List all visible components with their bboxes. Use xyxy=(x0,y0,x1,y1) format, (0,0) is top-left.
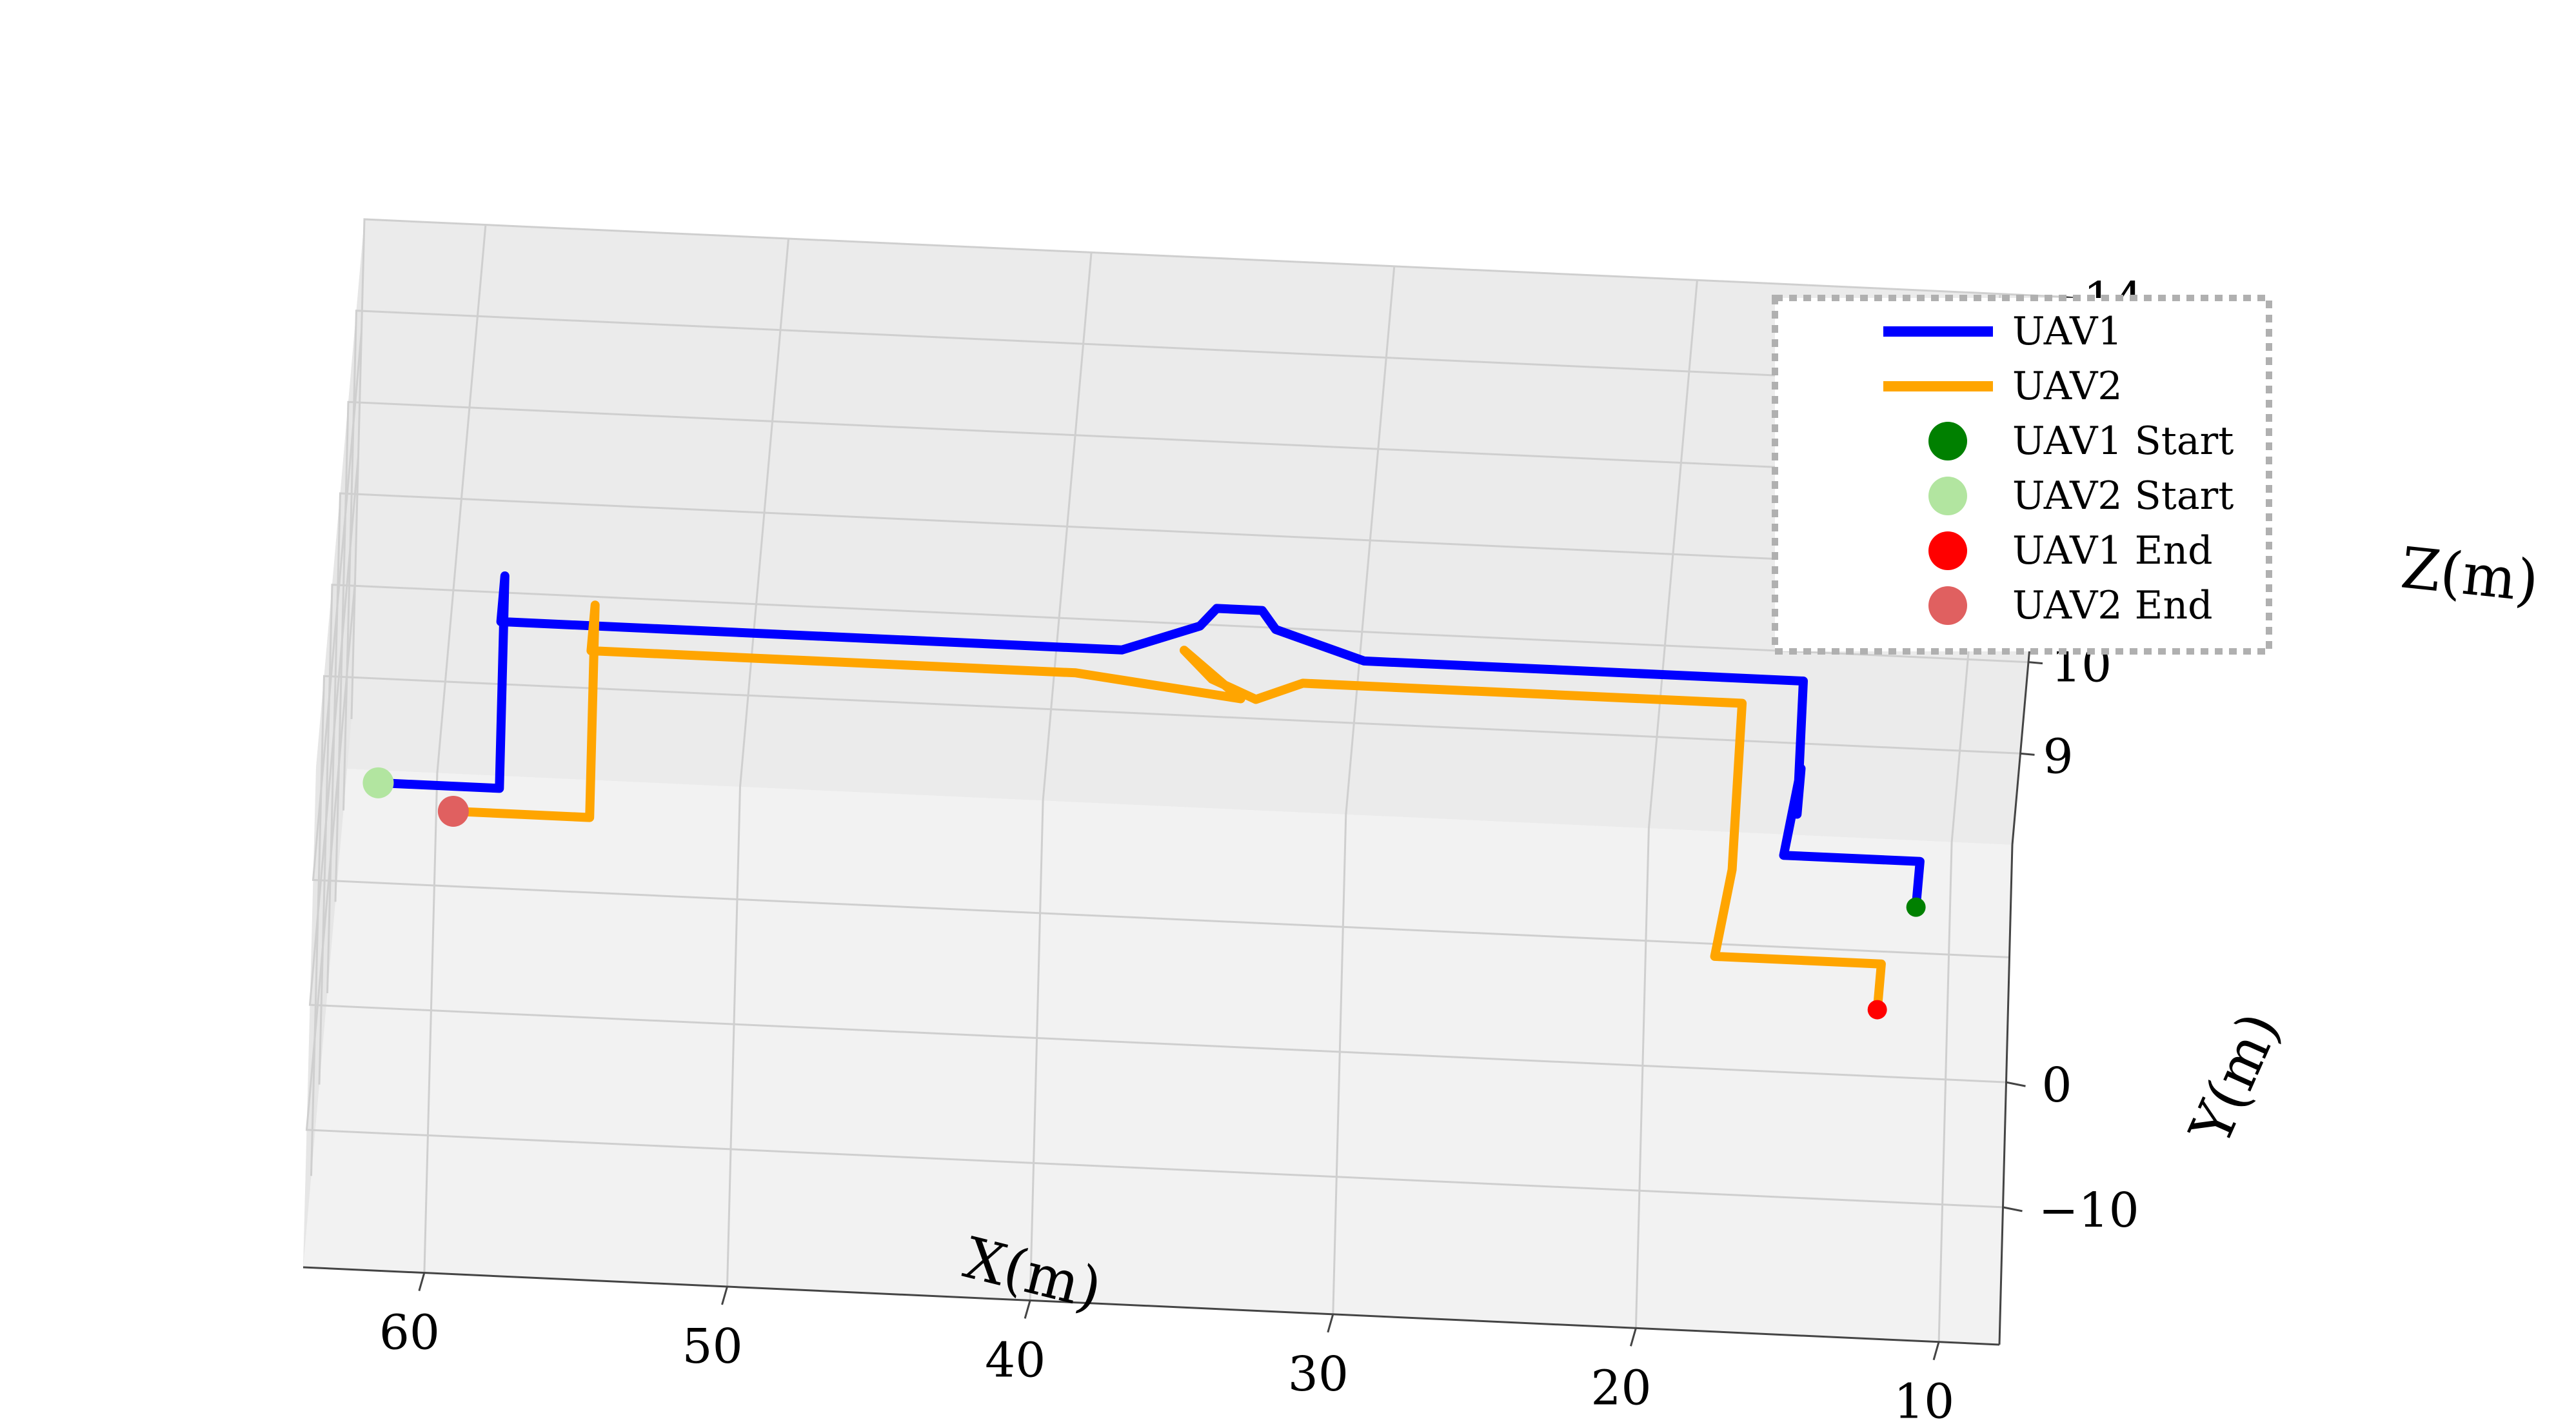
y-axis-label: Y(m) xyxy=(2177,1003,2293,1154)
marker-uav1-end xyxy=(1867,1000,1887,1020)
legend-swatch-uav1-start xyxy=(1928,422,1967,460)
x-tick-label: 10 xyxy=(1894,1374,1954,1424)
z-tick-label: 9 xyxy=(2043,729,2074,784)
legend-frame xyxy=(1772,295,2272,655)
y-tick-label: −10 xyxy=(2039,1183,2139,1238)
series-line-uav1 xyxy=(373,571,1925,912)
z-gridline xyxy=(310,675,2021,1176)
z-gridline xyxy=(318,584,2029,1085)
x-tick xyxy=(1629,1327,1637,1347)
z-gridline xyxy=(334,400,2045,902)
legend-swatch-uav1-end xyxy=(1928,531,1967,570)
x-tick xyxy=(1024,1300,1031,1319)
y-tick xyxy=(2006,1081,2026,1087)
legend-label-uav1-end: UAV1 End xyxy=(2012,528,2213,573)
y-tick xyxy=(2003,1206,2023,1212)
z-tick xyxy=(2028,661,2043,665)
marker-uav2-end xyxy=(437,795,469,827)
x-tick xyxy=(1327,1314,1334,1333)
legend-swatch-uav2-end xyxy=(1928,586,1967,625)
legend-swatch-uav2-start xyxy=(1928,477,1967,515)
x-tick-label: 30 xyxy=(1288,1347,1349,1402)
marker-uav1-start xyxy=(1906,897,1926,917)
legend: UAV1 UAV2 UAV1 Start UAV2 Start UAV1 End UAV2… xyxy=(1772,295,2272,655)
x-tick xyxy=(1932,1341,1940,1361)
x-tick xyxy=(418,1272,426,1291)
z-gridline xyxy=(342,310,2053,811)
x-tick-label: 40 xyxy=(985,1332,1045,1388)
z-gridline xyxy=(350,218,2061,720)
y-tick-label: 0 xyxy=(2042,1058,2072,1113)
marker-uav2-start xyxy=(362,767,394,798)
x-tick xyxy=(721,1286,728,1305)
legend-label-uav2-start: UAV2 Start xyxy=(2012,473,2234,519)
x-tick-label: 50 xyxy=(682,1319,743,1374)
marker-layer xyxy=(362,767,1926,1020)
legend-label-uav1-start: UAV1 Start xyxy=(2012,419,2234,464)
legend-label-uav2-end: UAV2 End xyxy=(2012,583,2213,628)
y-axis-line xyxy=(1998,844,2014,1345)
x-tick-label: 20 xyxy=(1590,1360,1651,1416)
legend-label-uav2: UAV2 xyxy=(2012,364,2123,409)
z-gridline xyxy=(326,492,2037,994)
series-line-uav2 xyxy=(448,600,1886,1014)
z-tick xyxy=(2020,752,2035,756)
x-axis-line xyxy=(302,1266,2000,1346)
z-axis-label: Z(m) xyxy=(2398,534,2542,615)
legend-label-uav1: UAV1 xyxy=(2012,309,2123,354)
floor-pane xyxy=(303,767,2012,1345)
series-layer xyxy=(373,571,1925,1014)
x-tick-label: 60 xyxy=(379,1305,440,1361)
